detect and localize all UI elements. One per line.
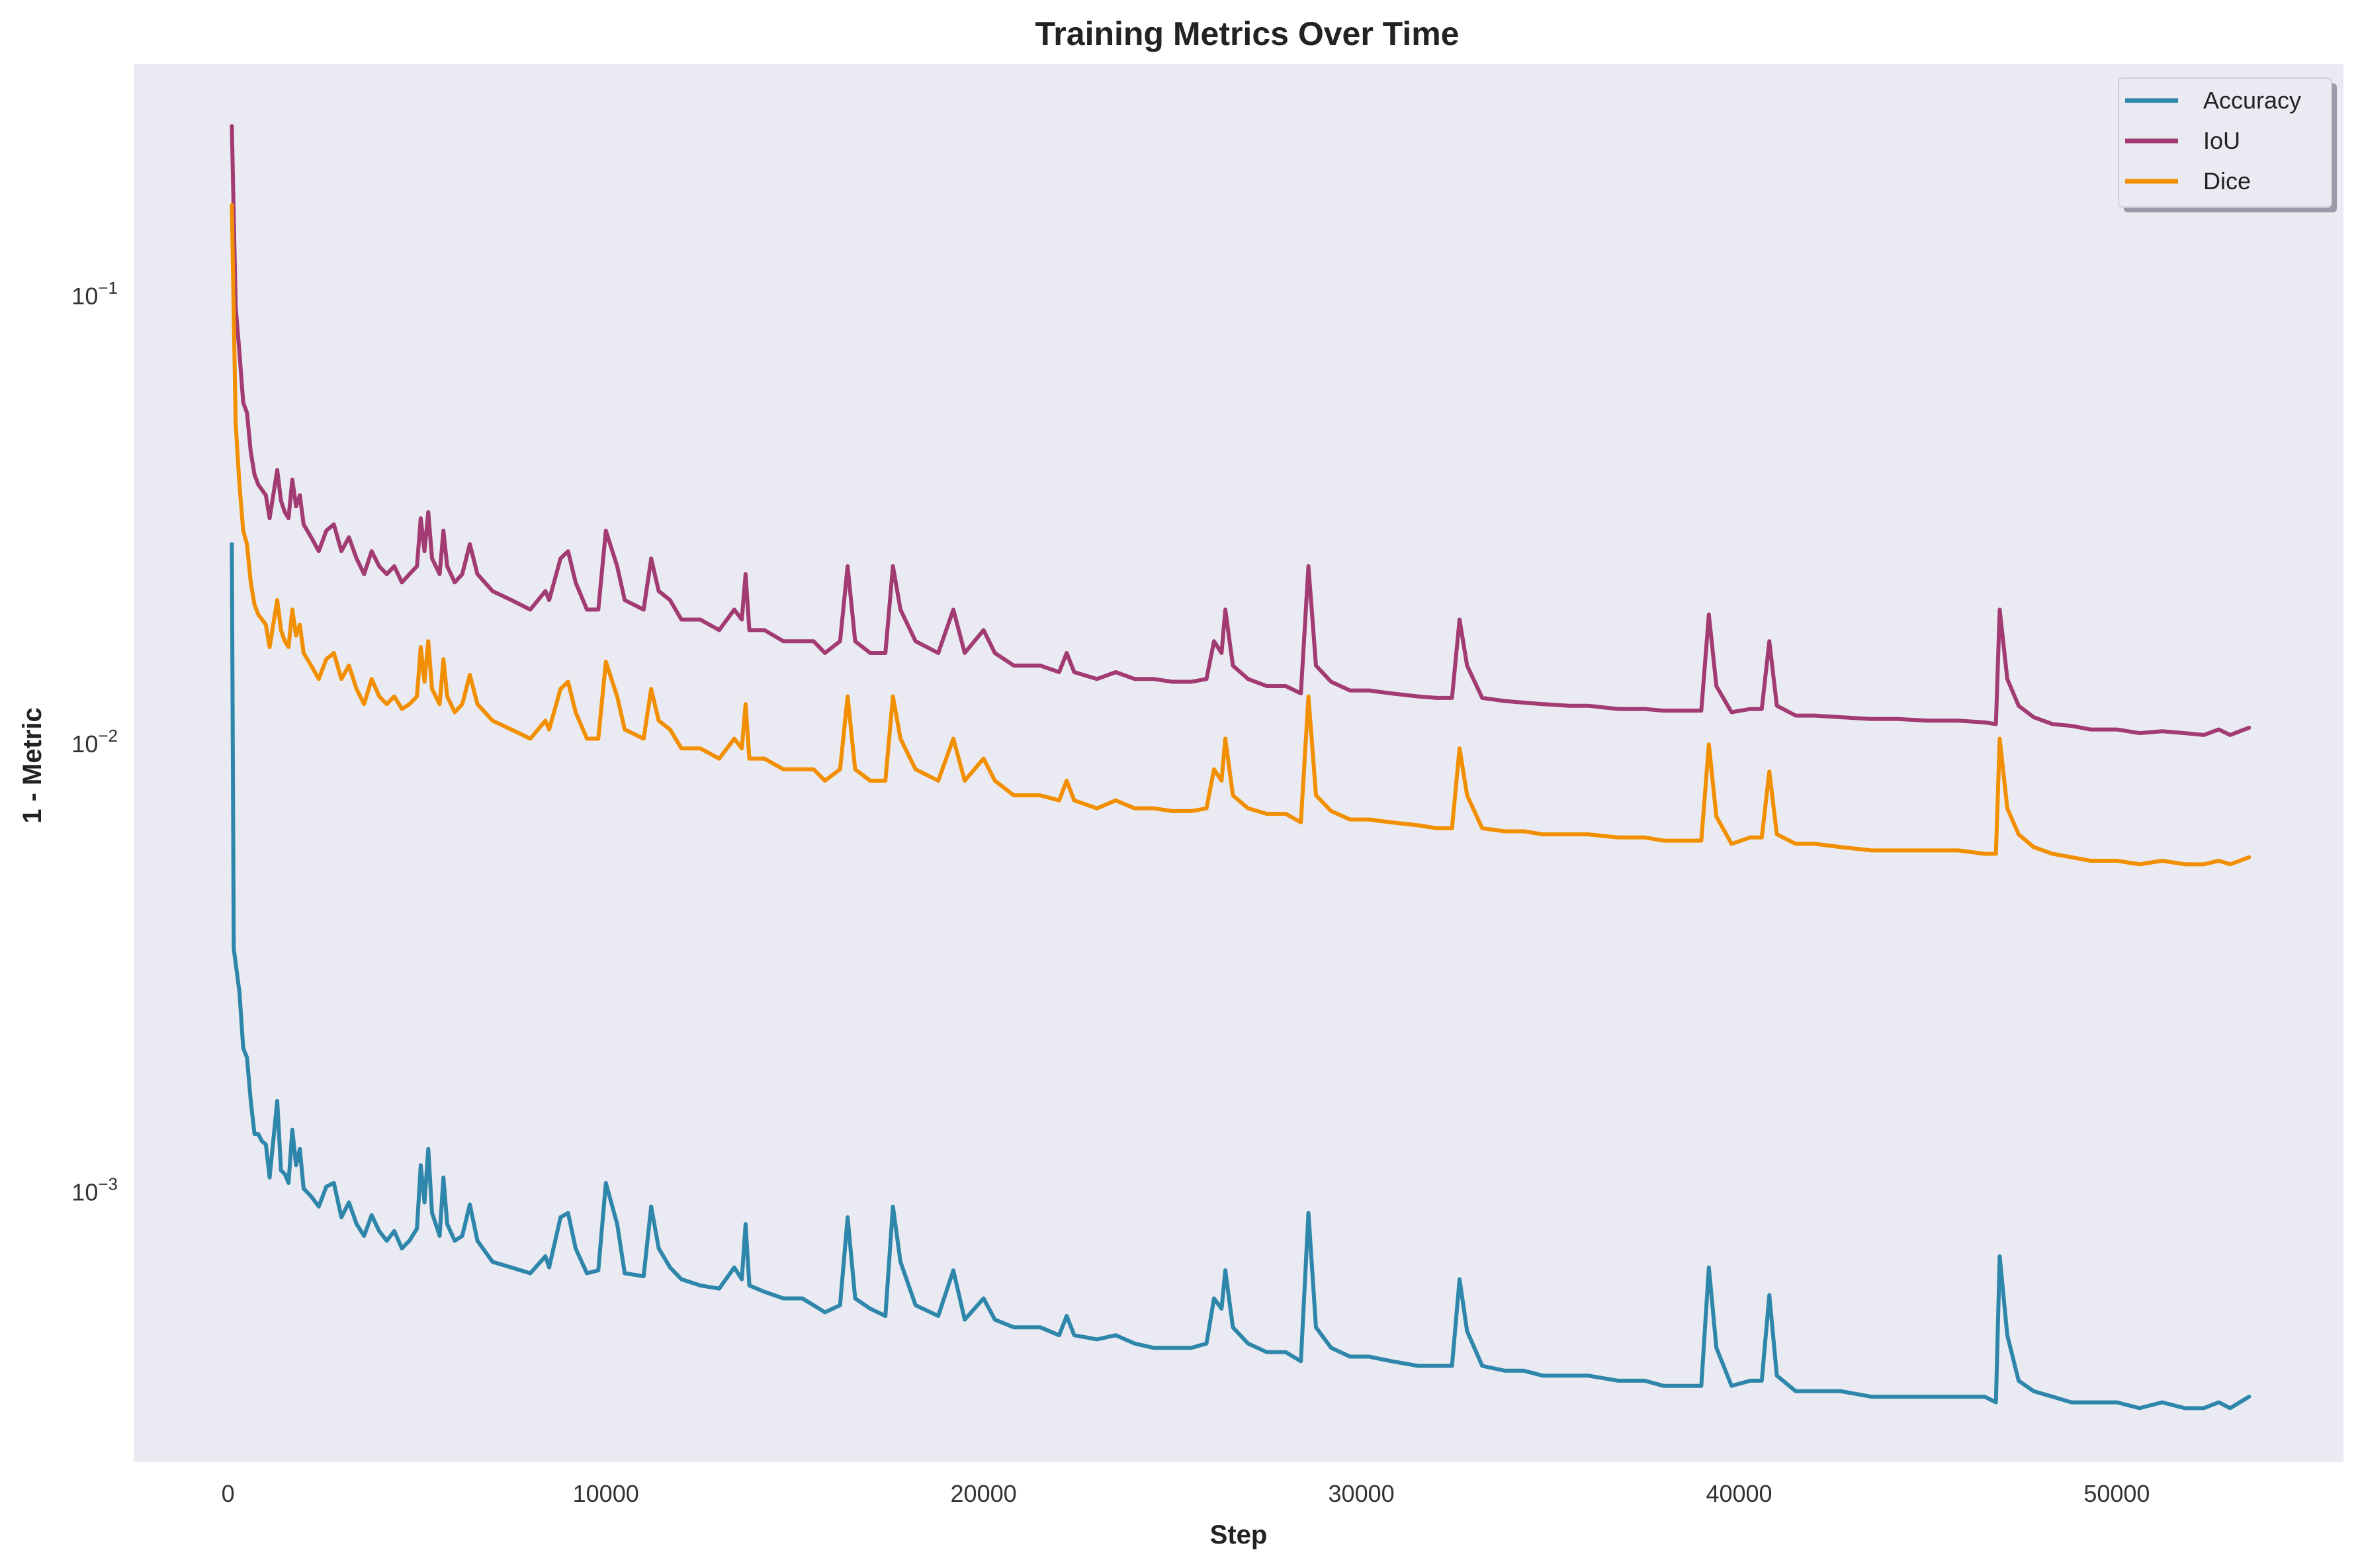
chart-title: Training Metrics Over Time <box>1035 15 1460 52</box>
legend-label-accuracy: Accuracy <box>2203 87 2301 114</box>
series-line-iou <box>230 124 2252 737</box>
x-tick-label: 10000 <box>573 1480 639 1507</box>
x-tick-label: 40000 <box>1706 1480 1772 1507</box>
x-tick-label: 20000 <box>951 1480 1017 1507</box>
legend-box <box>2118 77 2332 208</box>
x-axis-ticks: 0 10000 20000 30000 40000 50000 <box>222 1480 2150 1507</box>
plot-area <box>134 64 2343 1462</box>
x-tick-label: 0 <box>222 1480 235 1507</box>
y-axis-label: 1 - Metric <box>18 707 47 824</box>
x-tick-label: 50000 <box>2083 1480 2150 1507</box>
plot-marks <box>230 124 2252 1411</box>
x-tick-label: 30000 <box>1329 1480 1395 1507</box>
y-axis-ticks: 10−3 10−2 10−1 <box>71 278 118 1205</box>
legend-label-iou: IoU <box>2203 127 2240 154</box>
y-tick-label: 10−2 <box>71 726 118 758</box>
series-line-accuracy <box>230 542 2252 1411</box>
x-axis-label: Step <box>1210 1520 1268 1549</box>
series-line-dice <box>230 202 2252 867</box>
y-tick-label: 10−3 <box>71 1174 118 1205</box>
y-tick-label: 10−1 <box>71 278 118 310</box>
legend: Accuracy IoU Dice <box>2118 77 2337 212</box>
legend-label-dice: Dice <box>2203 167 2251 195</box>
